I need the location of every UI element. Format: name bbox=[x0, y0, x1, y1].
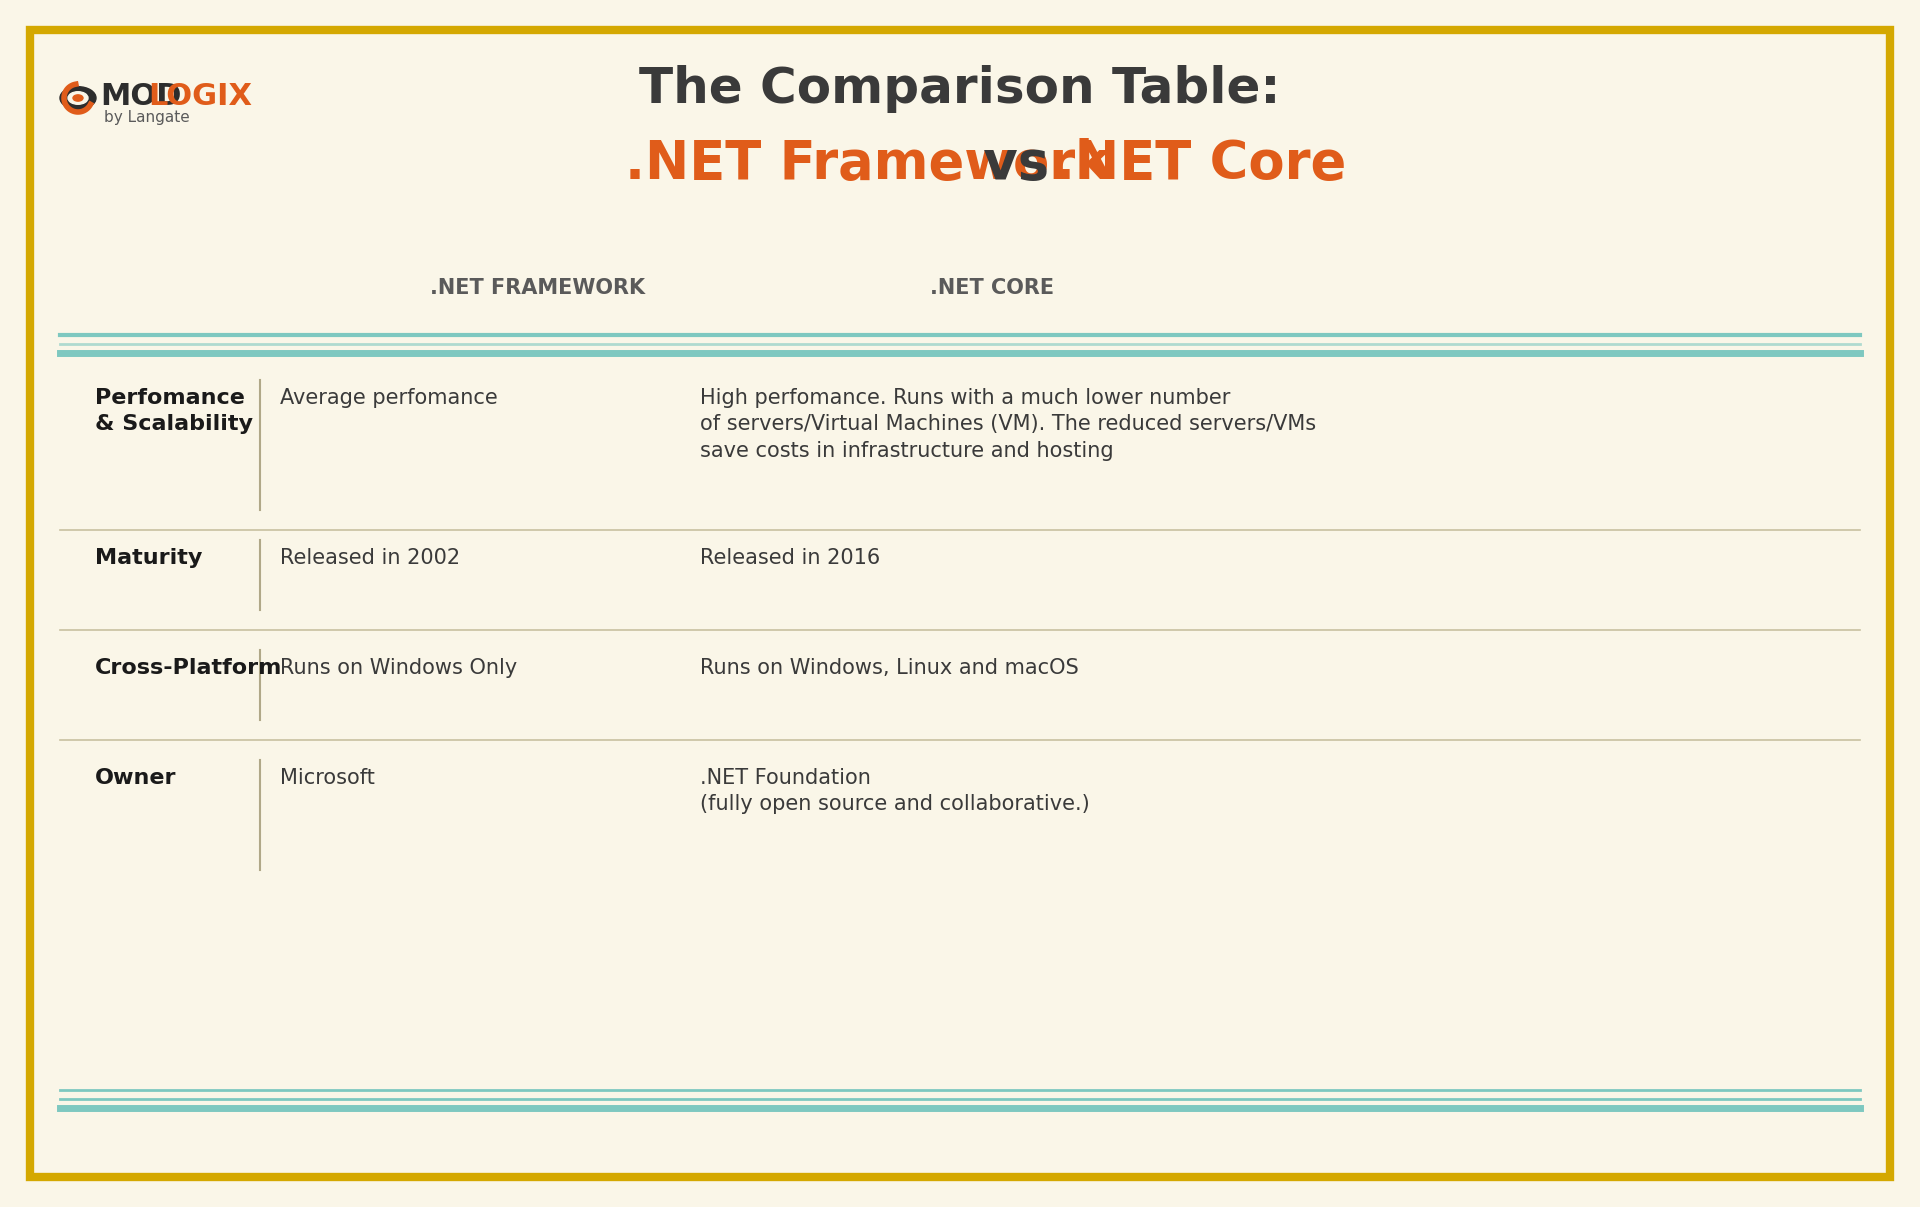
Text: Owner: Owner bbox=[94, 768, 177, 788]
Text: The Comparison Table:: The Comparison Table: bbox=[639, 65, 1281, 113]
Text: vs: vs bbox=[966, 138, 1068, 189]
Text: Released in 2002: Released in 2002 bbox=[280, 548, 461, 568]
Text: .NET Framework: .NET Framework bbox=[626, 138, 1110, 189]
Text: Cross-Platform: Cross-Platform bbox=[94, 658, 282, 678]
Text: Maturity: Maturity bbox=[94, 548, 202, 568]
Text: Average perfomance: Average perfomance bbox=[280, 387, 497, 408]
Text: .NET FRAMEWORK: .NET FRAMEWORK bbox=[430, 278, 645, 298]
Text: Microsoft: Microsoft bbox=[280, 768, 374, 788]
Text: LOGIX: LOGIX bbox=[148, 82, 252, 111]
Text: by Langate: by Langate bbox=[104, 110, 190, 126]
Text: High perfomance. Runs with a much lower number
of servers/Virtual Machines (VM).: High perfomance. Runs with a much lower … bbox=[701, 387, 1315, 461]
Text: Perfomance
& Scalability: Perfomance & Scalability bbox=[94, 387, 253, 435]
Text: Runs on Windows, Linux and macOS: Runs on Windows, Linux and macOS bbox=[701, 658, 1079, 678]
Text: MOD: MOD bbox=[100, 82, 182, 111]
Text: .NET CORE: .NET CORE bbox=[929, 278, 1054, 298]
Text: Released in 2016: Released in 2016 bbox=[701, 548, 879, 568]
Text: .NET Core: .NET Core bbox=[1054, 138, 1346, 189]
Text: .NET Foundation
(fully open source and collaborative.): .NET Foundation (fully open source and c… bbox=[701, 768, 1091, 815]
Text: Runs on Windows Only: Runs on Windows Only bbox=[280, 658, 516, 678]
